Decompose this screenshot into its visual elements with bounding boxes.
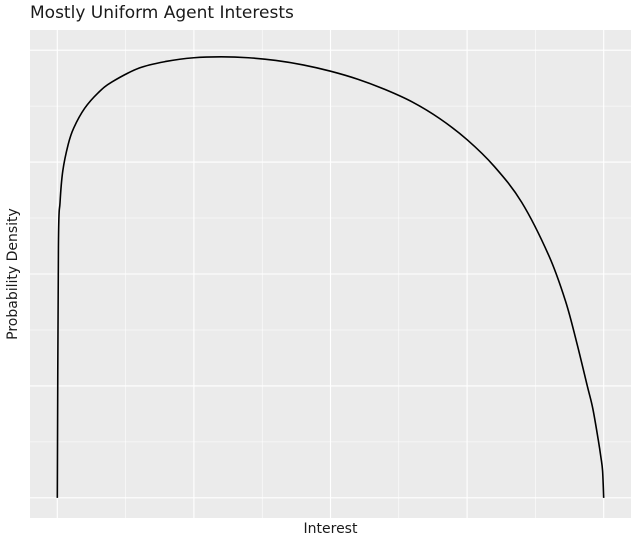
x-axis-label: Interest xyxy=(303,521,358,537)
density-line xyxy=(56,56,605,498)
y-axis-label: Probability Density xyxy=(5,208,21,340)
chart-title: Mostly Uniform Agent Interests xyxy=(30,3,294,23)
